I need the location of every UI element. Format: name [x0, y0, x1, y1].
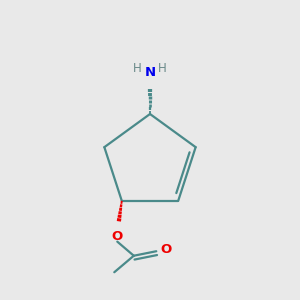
Text: N: N — [144, 65, 156, 79]
Text: O: O — [160, 243, 172, 256]
Text: O: O — [112, 230, 123, 243]
Text: H: H — [158, 62, 167, 76]
Text: H: H — [133, 62, 142, 76]
